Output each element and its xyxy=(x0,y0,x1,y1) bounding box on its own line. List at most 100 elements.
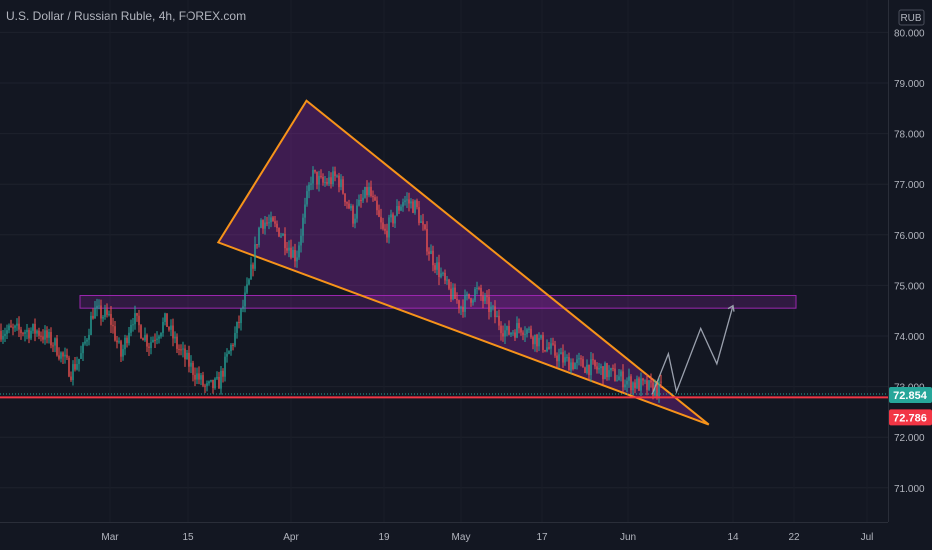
candle-body xyxy=(270,217,272,223)
y-tick-label: 75.000 xyxy=(894,281,925,292)
candle-body xyxy=(76,364,78,370)
candle-body xyxy=(318,175,320,185)
candle-body xyxy=(606,363,608,378)
candle-body xyxy=(314,169,316,172)
support-line[interactable] xyxy=(0,393,888,399)
candle-body xyxy=(632,382,634,391)
candle-body xyxy=(102,316,104,319)
candle-body xyxy=(108,313,110,315)
candle-body xyxy=(320,175,322,177)
resistance-zone[interactable] xyxy=(79,295,797,309)
candle-body xyxy=(184,348,186,360)
candle-body xyxy=(458,300,460,309)
candle-body xyxy=(220,370,222,389)
candle-body xyxy=(516,323,518,338)
candle-body xyxy=(26,329,28,333)
candle-body xyxy=(464,294,466,312)
y-tick-label: 80.000 xyxy=(894,28,925,39)
candle-body xyxy=(246,284,248,293)
candle-body xyxy=(210,379,212,382)
candle-body xyxy=(296,257,298,262)
currency-box[interactable] xyxy=(898,9,925,26)
candle-body xyxy=(94,308,96,319)
candle-body xyxy=(622,371,624,388)
x-tick-label: 22 xyxy=(788,532,800,543)
candle-body xyxy=(228,351,230,354)
candle-body xyxy=(154,339,156,341)
candle-body xyxy=(370,186,372,197)
candle-body xyxy=(236,321,238,334)
wedge-triangle[interactable] xyxy=(216,99,710,426)
candle-body xyxy=(590,359,592,376)
candle-body xyxy=(256,244,258,246)
candle-body xyxy=(28,329,30,339)
candle-body xyxy=(596,366,598,370)
candle-body xyxy=(478,287,480,289)
candle-body xyxy=(0,330,2,340)
candle-body xyxy=(72,364,74,380)
price-axis[interactable]: 80.000 79.000 78.000 77.000 76.000 75.000 74.0… xyxy=(894,9,925,495)
candle-body xyxy=(178,348,180,350)
projection-line[interactable] xyxy=(651,305,734,395)
candle-body xyxy=(352,206,354,224)
candle-body xyxy=(324,182,326,184)
y-tick-label: 79.000 xyxy=(894,79,925,90)
candle-body xyxy=(396,206,398,216)
projection-path[interactable] xyxy=(651,304,735,395)
candle-body xyxy=(150,342,152,349)
candle-body xyxy=(284,233,286,249)
candle-body xyxy=(486,296,488,298)
candle-body xyxy=(344,193,346,203)
candle-body xyxy=(114,326,116,341)
candle-body xyxy=(598,368,600,370)
candle-body xyxy=(204,385,206,387)
candle-body xyxy=(354,218,356,224)
candle-body xyxy=(402,202,404,207)
candle-body xyxy=(474,288,476,301)
candle-body xyxy=(462,306,464,312)
candle-body xyxy=(544,350,546,352)
candle-body xyxy=(658,381,660,397)
candle-body xyxy=(460,306,462,309)
candle-body xyxy=(60,352,62,359)
candle-body xyxy=(290,247,292,258)
candle-body xyxy=(406,199,408,201)
candle-body xyxy=(188,352,190,367)
candle-body xyxy=(570,362,572,371)
candle-body xyxy=(378,210,380,217)
candle-body xyxy=(626,380,628,385)
candle-body xyxy=(230,344,232,352)
candle-body xyxy=(592,359,594,361)
candle-body xyxy=(526,329,528,335)
candle-body xyxy=(660,381,662,383)
candle-body xyxy=(70,376,72,380)
candle-body xyxy=(116,340,118,343)
candle-body xyxy=(336,175,338,177)
candle-body xyxy=(338,175,340,188)
candle-body xyxy=(96,305,98,309)
candle-body xyxy=(432,250,434,266)
candles xyxy=(0,166,662,403)
candle-body xyxy=(138,315,140,326)
candle-body xyxy=(608,370,610,378)
time-axis[interactable]: Mar 15 Apr 19 May 17 Jun 14 22 Jul xyxy=(101,532,873,543)
currency-label: RUB xyxy=(900,13,921,24)
candle-body xyxy=(88,334,90,340)
candle-body xyxy=(466,293,468,295)
candle-body xyxy=(266,222,268,224)
candle-body xyxy=(264,222,266,229)
candle-body xyxy=(418,207,420,223)
candle-body xyxy=(136,313,138,316)
falling-wedge[interactable] xyxy=(216,99,710,426)
candle-body xyxy=(504,330,506,337)
candle-body xyxy=(444,272,446,281)
candle-body xyxy=(482,296,484,302)
candle-body xyxy=(472,300,474,303)
price-label-box xyxy=(889,386,932,403)
candle-body xyxy=(334,171,336,177)
zone-rect[interactable] xyxy=(79,295,797,309)
candle-body xyxy=(404,200,406,203)
candle-body xyxy=(618,376,620,381)
candle-body xyxy=(6,330,8,334)
